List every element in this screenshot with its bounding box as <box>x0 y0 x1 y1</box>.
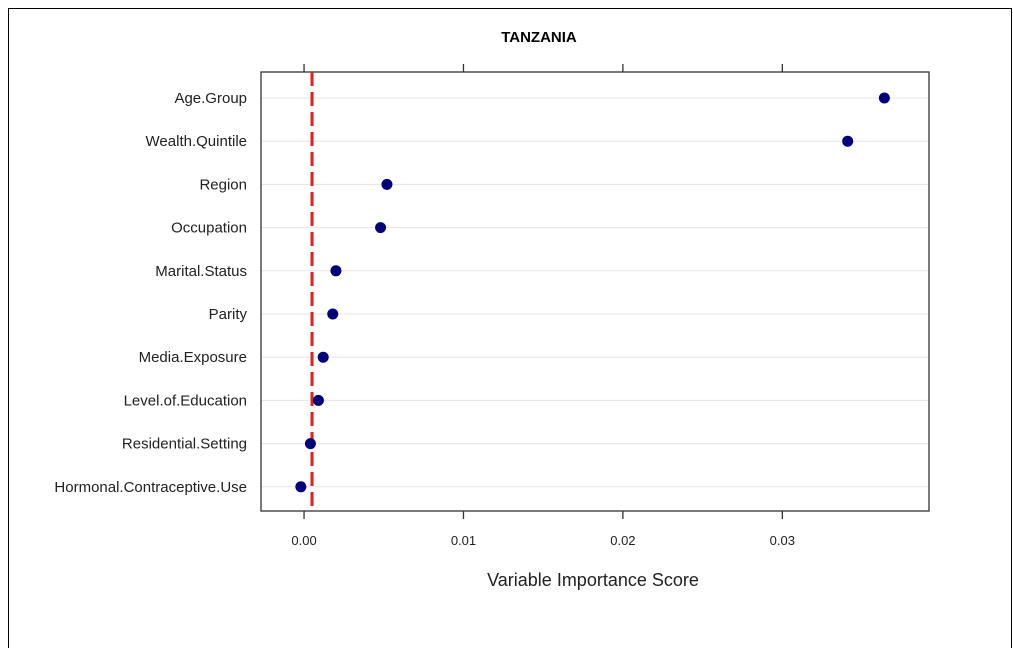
data-point <box>381 178 393 190</box>
y-tick-label: Media.Exposure <box>139 349 247 366</box>
bottom-axis-ticks: 0.00 0.01 0.02 0.03 <box>291 511 795 548</box>
data-point <box>842 135 854 147</box>
x-tick-label: 0.03 <box>770 533 795 548</box>
plot-area <box>260 71 930 512</box>
data-point <box>304 438 316 450</box>
y-tick-label: Age.Group <box>174 90 247 107</box>
x-tick-label: 0.00 <box>291 533 316 548</box>
data-point <box>878 92 890 104</box>
y-tick-label: Residential.Setting <box>122 436 247 453</box>
top-axis-ticks <box>303 64 783 72</box>
x-tick-label: 0.02 <box>610 533 635 548</box>
data-point <box>330 265 342 277</box>
data-point <box>317 351 329 363</box>
y-tick-label: Parity <box>209 306 248 323</box>
y-tick-label: Wealth.Quintile <box>146 133 247 150</box>
x-axis-label: Variable Importance Score <box>487 570 699 590</box>
figure-frame <box>8 8 1012 648</box>
y-tick-label: Level.of.Education <box>124 392 247 409</box>
x-tick-label: 0.01 <box>451 533 476 548</box>
y-tick-label: Region <box>199 176 247 193</box>
data-point <box>295 481 307 493</box>
chart-title: TANZANIA <box>501 29 577 46</box>
data-point <box>375 222 387 234</box>
y-tick-label: Marital.Status <box>155 263 247 280</box>
grid-lines <box>261 97 929 488</box>
data-point <box>327 308 339 320</box>
y-tick-label: Hormonal.Contraceptive.Use <box>54 479 247 496</box>
data-points <box>295 92 890 493</box>
data-point <box>312 394 324 406</box>
y-tick-label: Occupation <box>171 220 247 237</box>
y-axis-labels: Age.Group Wealth.Quintile Region Occupation… <box>54 90 247 496</box>
